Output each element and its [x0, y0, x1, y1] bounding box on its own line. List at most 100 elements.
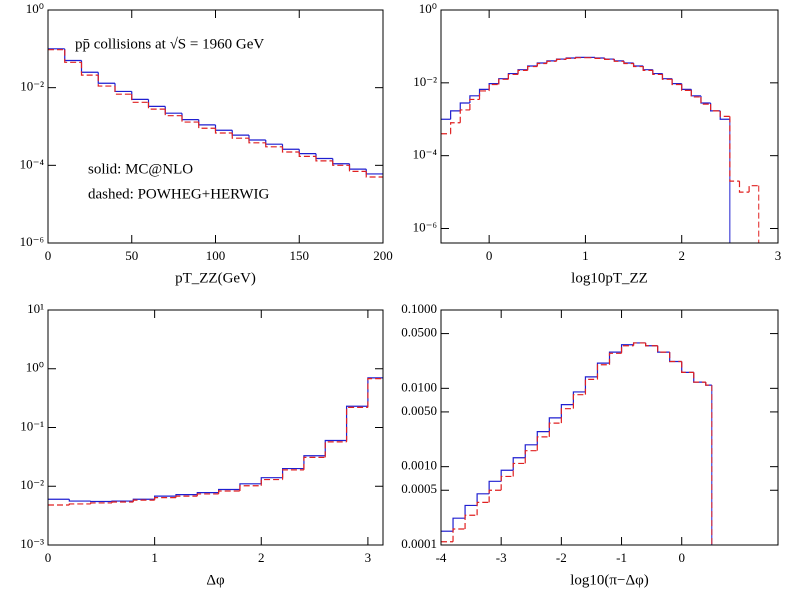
annotation: pp̄ collisions at √S = 1960 GeV	[75, 36, 264, 52]
histogram-bin	[572, 394, 586, 409]
histogram-bin	[584, 376, 598, 392]
histogram-bin	[332, 158, 350, 165]
histogram-bin	[488, 83, 499, 91]
histogram-bin	[164, 106, 182, 114]
histogram-bin	[260, 478, 283, 486]
histogram-bin	[239, 483, 262, 490]
histogram-bin	[218, 490, 240, 494]
histogram-bin	[80, 62, 99, 76]
y-tick-label: 10⁰	[26, 360, 44, 375]
histogram-bin	[452, 528, 466, 542]
histogram-bin	[560, 403, 574, 418]
x-tick-label: 3	[775, 248, 782, 263]
histogram-bin	[365, 171, 383, 178]
histogram-bin	[147, 99, 166, 107]
x-tick-label: 50	[125, 248, 138, 263]
histogram-bin	[669, 352, 682, 363]
plot-frame	[440, 309, 779, 546]
annotation: solid: MC@NLO	[88, 161, 193, 177]
x-tick-label: 0	[486, 248, 493, 263]
histogram-bin	[464, 504, 478, 519]
panel: 0 1 2 3 10⁻³ 10⁻² 10⁻¹ 10⁰ 10¹ Δφ	[20, 301, 384, 588]
histogram-bin	[476, 501, 490, 516]
histogram-bin	[642, 66, 653, 71]
histogram-bin	[345, 405, 368, 441]
histogram-bin	[657, 345, 670, 353]
histogram-bin	[608, 352, 622, 365]
histogram-bin	[464, 514, 478, 530]
x-tick-label: 1	[582, 248, 589, 263]
histogram-bin	[231, 133, 249, 139]
histogram-bin	[97, 72, 115, 84]
histogram-bin	[114, 86, 132, 95]
histogram-bin	[661, 73, 673, 80]
histogram-bin	[719, 110, 730, 120]
histogram-bin	[367, 377, 383, 407]
histogram-bin	[198, 122, 216, 129]
histogram-bin	[524, 444, 538, 458]
histogram-bin	[239, 485, 262, 492]
histogram-bin	[632, 63, 644, 67]
y-tick-label: 0.0500	[401, 325, 437, 340]
histogram-bin	[214, 124, 233, 131]
histogram-bin	[555, 58, 567, 62]
histogram-bin	[114, 83, 132, 93]
histogram-bin	[303, 456, 326, 470]
histogram-bin	[248, 138, 266, 144]
histogram-bin	[710, 102, 721, 112]
histogram-bin	[345, 406, 368, 442]
histogram-bin	[596, 362, 610, 377]
histogram-bin	[681, 83, 692, 91]
histogram-bin	[623, 61, 634, 65]
histogram-bin	[154, 497, 176, 501]
histogram-bin	[260, 477, 283, 484]
histogram-bin	[681, 361, 694, 373]
histogram-bin	[681, 361, 694, 373]
histogram-bin	[596, 364, 610, 380]
histogram-bin	[488, 489, 502, 503]
histograms	[441, 56, 760, 243]
panel: 0 1 2 3 10⁻⁶ 10⁻⁴ 10⁻² 10⁰ log10pT_ZZ	[413, 1, 782, 286]
histogram-bin	[459, 102, 470, 111]
y-tick-label: 0.0001	[401, 536, 437, 551]
histogram-bin	[64, 49, 82, 63]
x-tick-label: 3	[365, 550, 372, 565]
y-tick-label: 10⁻²	[20, 79, 44, 94]
histogram-bin	[632, 342, 646, 346]
histogram-bin	[367, 377, 383, 408]
histogram-bin	[476, 493, 490, 506]
histogram-bin	[604, 58, 615, 61]
histogram-bin	[512, 462, 526, 477]
y-tick-label: 10¹	[27, 301, 44, 316]
histogram-bin	[131, 91, 149, 100]
histogram-bin	[632, 63, 644, 68]
histogram-bin	[546, 60, 557, 64]
histogram-bin	[536, 431, 550, 445]
histogram-bin	[298, 152, 316, 157]
histogram-bin	[690, 89, 701, 97]
histogram-bin	[281, 469, 304, 480]
histogram-bin	[693, 372, 706, 383]
histogram-bin	[452, 517, 466, 532]
histogram-bin	[80, 60, 99, 73]
histogram-bin	[198, 119, 216, 126]
histogram-bin	[657, 345, 670, 353]
histogram-bin	[700, 96, 711, 105]
histogram-bin	[652, 69, 663, 75]
histogram-bin	[231, 130, 249, 136]
histogram-bin	[90, 502, 112, 504]
x-tick-label: 0	[45, 248, 52, 263]
histogram-bin	[68, 499, 91, 502]
histogram-bin	[265, 142, 283, 148]
histogram-bin	[645, 342, 658, 347]
histogram-bin	[175, 495, 198, 498]
x-tick-label: 100	[206, 248, 226, 263]
histogram-bin	[469, 98, 480, 110]
histogram-bin	[450, 122, 461, 134]
histogram-bin	[315, 156, 333, 162]
y-tick-label: 10⁻⁴	[413, 147, 438, 162]
histogram-bin	[700, 95, 711, 104]
histogram-bin	[281, 146, 300, 153]
histogram-bin	[348, 163, 367, 170]
histogram-bin	[671, 78, 682, 85]
